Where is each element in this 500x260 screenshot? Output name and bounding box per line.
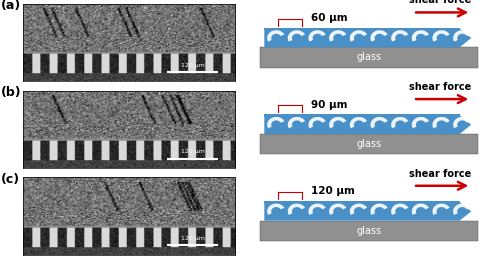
- Polygon shape: [288, 204, 305, 215]
- Polygon shape: [453, 204, 470, 215]
- Polygon shape: [329, 204, 346, 215]
- Polygon shape: [370, 204, 388, 215]
- Polygon shape: [308, 204, 326, 215]
- Polygon shape: [264, 202, 471, 221]
- Polygon shape: [267, 117, 284, 128]
- Polygon shape: [412, 117, 429, 128]
- Polygon shape: [370, 117, 388, 128]
- Polygon shape: [350, 30, 367, 42]
- Polygon shape: [432, 117, 450, 128]
- Bar: [260, 221, 478, 241]
- Polygon shape: [329, 30, 346, 42]
- Text: 120 μm: 120 μm: [180, 236, 204, 241]
- Polygon shape: [391, 117, 408, 128]
- Text: (c): (c): [1, 173, 20, 186]
- Polygon shape: [288, 117, 305, 128]
- Text: shear force: shear force: [409, 169, 471, 179]
- Text: shear force: shear force: [409, 82, 471, 92]
- Text: shear force: shear force: [409, 0, 471, 5]
- Text: 90 μm: 90 μm: [311, 100, 348, 109]
- Bar: [260, 134, 478, 154]
- Polygon shape: [391, 30, 408, 42]
- Bar: [260, 47, 478, 68]
- Polygon shape: [308, 30, 326, 42]
- Polygon shape: [432, 30, 450, 42]
- Text: glass: glass: [356, 139, 382, 149]
- Polygon shape: [370, 30, 388, 42]
- Polygon shape: [288, 30, 305, 42]
- Polygon shape: [412, 204, 429, 215]
- Polygon shape: [350, 204, 367, 215]
- Polygon shape: [267, 30, 284, 42]
- Polygon shape: [264, 115, 471, 134]
- Bar: [264, 114, 460, 116]
- Polygon shape: [432, 204, 450, 215]
- Text: (b): (b): [1, 86, 22, 99]
- Polygon shape: [412, 30, 429, 42]
- Text: glass: glass: [356, 226, 382, 236]
- Text: glass: glass: [356, 53, 382, 62]
- Polygon shape: [350, 117, 367, 128]
- Bar: [264, 28, 460, 30]
- Text: 60 μm: 60 μm: [311, 13, 348, 23]
- Text: (a): (a): [1, 0, 21, 12]
- Polygon shape: [308, 117, 326, 128]
- Polygon shape: [329, 117, 346, 128]
- Text: 120 μm: 120 μm: [311, 186, 354, 196]
- Polygon shape: [391, 204, 408, 215]
- Text: 120 μm: 120 μm: [180, 62, 204, 68]
- Polygon shape: [267, 204, 284, 215]
- Bar: [264, 201, 460, 203]
- Polygon shape: [264, 29, 471, 47]
- Polygon shape: [453, 117, 470, 128]
- Text: 120 μm: 120 μm: [180, 149, 204, 154]
- Polygon shape: [453, 30, 470, 42]
